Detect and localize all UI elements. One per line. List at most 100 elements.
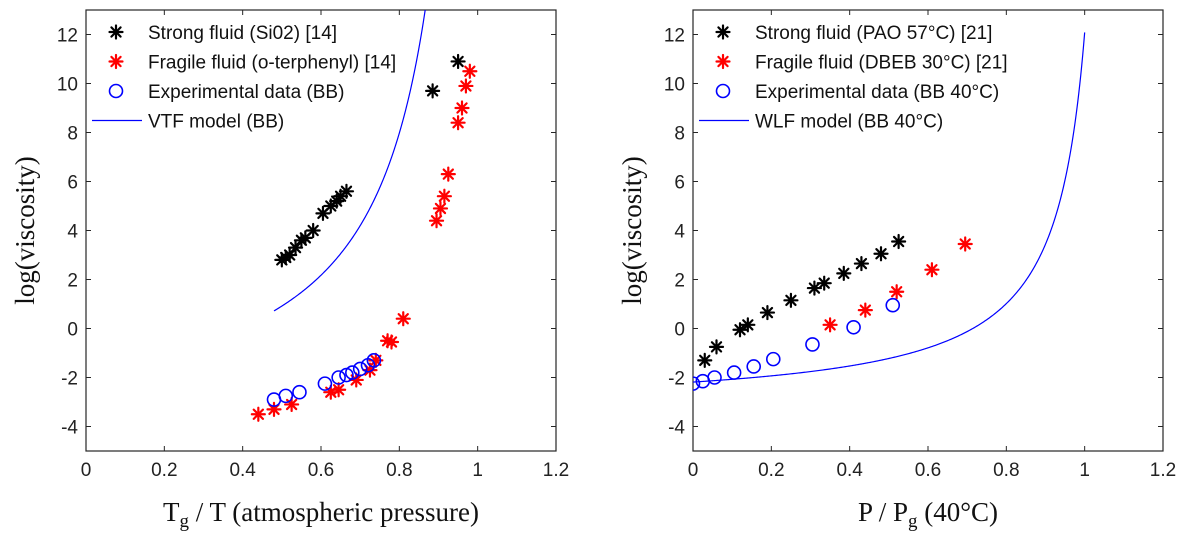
series-0-point [816, 275, 832, 291]
series-0-point [305, 222, 321, 239]
series-1-point [395, 311, 411, 327]
plot-frame [692, 9, 1164, 452]
series-2-point [707, 370, 722, 385]
series-1-point [458, 78, 474, 94]
series-0-point [806, 280, 823, 296]
series-2-point [693, 376, 701, 391]
plot-frame [85, 9, 557, 452]
y-tick-label: 2 [674, 271, 685, 292]
legend-label-0: Strong fluid (Si02) [14] [148, 23, 337, 44]
y-tick-label: 8 [67, 124, 78, 145]
chart-2: 0 0.2 0.4 0.6 0.8 1 1.2 -4 -2 0 2 4 6 8 10 12 log(viscos… [617, 9, 1176, 532]
series-1-point [266, 401, 282, 417]
legend-label-3: WLF model (BB 40°C) [755, 112, 943, 133]
legend-marker-0 [108, 24, 124, 40]
series-0-point [708, 339, 725, 355]
x-axis-title-rest: (40°C) [918, 497, 999, 527]
x-tick-label: 0.8 [993, 460, 1019, 481]
x-tick-label: 1 [1079, 460, 1090, 481]
series-0-point [873, 246, 889, 262]
y-tick-label: 0 [67, 320, 78, 341]
y-tick-label: 12 [57, 26, 78, 47]
series-0-point [891, 233, 907, 250]
legend: Strong fluid (PAO 57°C) [21] Fragile flui… [699, 23, 1008, 133]
series-2-point [746, 359, 762, 374]
legend-label-2: Experimental data (BB 40°C) [755, 82, 999, 103]
x-axis-title: P / Pg (40°C) [858, 497, 998, 532]
x-tick-label: 1.2 [543, 460, 569, 481]
x-tick-label: 1 [472, 460, 483, 481]
legend: Strong fluid (Si02) [14] Fragile fluid (o… [92, 23, 396, 133]
x-axis-title-main: P / P [858, 497, 908, 527]
series-1-point [250, 406, 266, 422]
series-2-point [352, 361, 368, 377]
x-tick-label: 0.2 [151, 460, 177, 481]
series-1-point [462, 63, 478, 79]
y-tick-label: 10 [57, 75, 78, 96]
legend-marker-2 [715, 83, 731, 99]
legend-marker-1 [108, 53, 124, 70]
y-tick-label: -4 [61, 418, 78, 439]
series-2-point [846, 319, 861, 335]
series-2-point [765, 351, 781, 367]
data-layer [250, 10, 478, 422]
legend-marker-1 [715, 53, 731, 70]
series-1-point [454, 100, 470, 116]
series-0-point [297, 230, 313, 246]
series-0-point [425, 83, 441, 99]
legend-marker-0 [715, 24, 731, 40]
series-0-point [697, 352, 713, 368]
series-1-point [428, 213, 445, 229]
data-layer [693, 32, 1086, 391]
y-tick-label: -2 [61, 369, 78, 390]
y-tick-label: 4 [674, 222, 685, 243]
series-1-point [450, 115, 466, 131]
x-axis-title: Tg / T (atmospheric pressure) [163, 497, 479, 532]
y-tick-label: 6 [67, 173, 78, 194]
series-1-point [957, 236, 973, 252]
series-1-point [331, 382, 347, 398]
y-tick-label: -4 [668, 418, 685, 439]
series-0-point [836, 265, 852, 281]
series-2-point [278, 388, 294, 404]
x-tick-label: 0 [81, 460, 92, 481]
legend-label-1: Fragile fluid (o-terphenyl) [14] [148, 53, 396, 74]
series-0-point [759, 304, 776, 321]
x-tick-label: 0.8 [386, 460, 412, 481]
series-1-point [440, 166, 456, 182]
y-tick-label: 4 [67, 222, 78, 243]
y-tick-label: 6 [674, 173, 685, 194]
y-tick-label: 10 [664, 75, 685, 96]
series-2-point [292, 384, 307, 400]
x-tick-label: 0.2 [758, 460, 784, 481]
y-tick-label: 0 [674, 320, 685, 341]
legend-label-0: Strong fluid (PAO 57°C) [21] [755, 23, 992, 44]
x-tick-label: 0.4 [836, 460, 863, 481]
legend-marker-2 [108, 83, 124, 99]
series-2-point [345, 365, 360, 380]
series-0-point [740, 317, 756, 333]
series-0-point [450, 53, 466, 70]
series-0-point [338, 183, 355, 199]
x-axis-title-subscript: g [180, 511, 190, 532]
y-tick-label: 12 [664, 26, 685, 47]
series-0-point [853, 255, 870, 272]
series-2-point [805, 337, 820, 352]
x-tick-label: 0.6 [308, 460, 334, 481]
legend-label-3: VTF model (BB) [148, 112, 284, 133]
series-1-point [924, 262, 940, 278]
series-line-3 [273, 10, 426, 312]
series-1-point [822, 317, 838, 333]
series-1-point [857, 302, 873, 318]
series-0-point [783, 292, 799, 308]
y-axis-title: log(viscosity) [10, 156, 40, 305]
x-axis-title-rest: / T (atmospheric pressure) [189, 497, 479, 527]
series-2-point [366, 353, 382, 368]
x-tick-label: 1.2 [1150, 460, 1176, 481]
chart-1: 0 0.2 0.4 0.6 0.8 1 1.2 -4 -2 0 2 4 6 8 10 12 log(viscos… [10, 9, 569, 532]
series-1-point [432, 200, 449, 217]
series-2-point [726, 365, 742, 380]
y-tick-label: 2 [67, 271, 78, 292]
series-1-point [436, 188, 452, 204]
